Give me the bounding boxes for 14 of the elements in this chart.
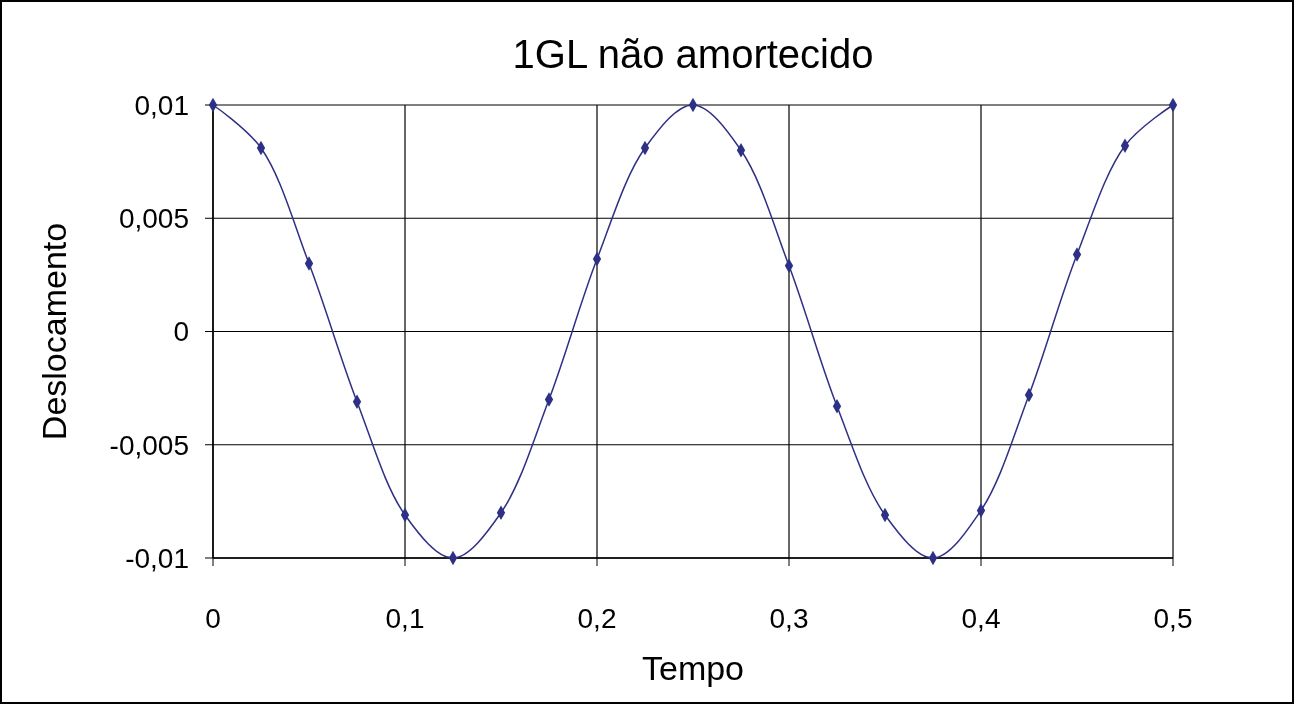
y-tick-label: -0,005: [109, 429, 189, 461]
x-tick-label: 0: [205, 603, 221, 634]
x-tick-label: 0,3: [769, 603, 809, 634]
y-tick-label: 0: [173, 316, 189, 348]
x-tick-label: 0,1: [385, 603, 425, 634]
y-tick-label: 0,005: [118, 203, 189, 235]
x-axis-title: Tempo: [641, 649, 745, 687]
y-axis-title: Deslocamento: [35, 222, 73, 441]
x-tick-label: 0,4: [961, 603, 1001, 634]
chart-title: 1GL não amortecido: [512, 32, 874, 76]
x-tick-label: 0,2: [577, 603, 617, 634]
y-tick-label: -0,01: [125, 542, 189, 574]
y-tick-label: 0,01: [134, 89, 189, 121]
x-tick-label: 0,5: [1153, 603, 1193, 634]
